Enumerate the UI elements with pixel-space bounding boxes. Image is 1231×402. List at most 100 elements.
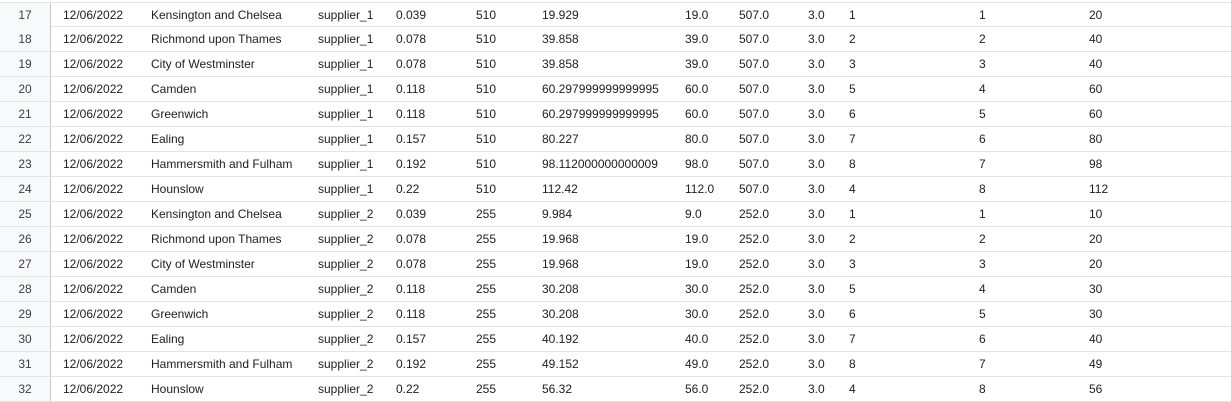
table-cell[interactable]: 39.858: [542, 32, 579, 46]
table-cell[interactable]: 19.929: [542, 8, 579, 22]
table-cell[interactable]: 1: [849, 8, 856, 22]
table-cell[interactable]: 49: [1089, 357, 1103, 371]
table-cell[interactable]: 30.0: [685, 282, 709, 296]
table-cell[interactable]: 12/06/2022: [63, 257, 124, 271]
table-cell[interactable]: Hammersmith and Fulham: [151, 157, 293, 171]
table-cell[interactable]: 12/06/2022: [63, 8, 124, 22]
table-cell[interactable]: 507.0: [739, 8, 770, 22]
table-row[interactable]: 28 12/06/2022 Camden supplier_2 0.118 255 30.2…: [0, 277, 1231, 302]
table-cell[interactable]: 56.0: [685, 382, 709, 396]
table-cell[interactable]: 3.0: [808, 8, 825, 22]
table-cell[interactable]: 30: [1089, 307, 1103, 321]
table-cell[interactable]: 19.968: [542, 257, 579, 271]
table-cell[interactable]: 12/06/2022: [63, 157, 124, 171]
table-cell[interactable]: supplier_1: [318, 107, 374, 121]
row-index[interactable]: 32: [0, 377, 51, 401]
table-cell[interactable]: 40: [1089, 57, 1103, 71]
row-index[interactable]: 28: [0, 277, 51, 301]
table-row[interactable]: 17 12/06/2022 Kensington and Chelsea suppli…: [0, 2, 1231, 27]
table-cell[interactable]: 19.0: [685, 257, 709, 271]
table-cell[interactable]: 112.42: [542, 182, 578, 196]
table-cell[interactable]: 1: [849, 207, 856, 221]
table-cell[interactable]: supplier_2: [318, 257, 374, 271]
table-cell[interactable]: 255: [476, 257, 497, 271]
table-cell[interactable]: 40: [1089, 332, 1103, 346]
table-cell[interactable]: supplier_2: [318, 232, 374, 246]
table-cell[interactable]: 252.0: [739, 207, 770, 221]
table-row[interactable]: 19 12/06/2022 City of Westminster supplier_…: [0, 52, 1231, 77]
table-cell[interactable]: 98.112000000000009: [542, 157, 658, 171]
table-cell[interactable]: 0.078: [396, 257, 427, 271]
table-cell[interactable]: 3.0: [808, 282, 825, 296]
table-cell[interactable]: 5: [979, 107, 986, 121]
table-cell[interactable]: 7: [979, 357, 986, 371]
table-cell[interactable]: 12/06/2022: [63, 32, 124, 46]
table-cell[interactable]: 3.0: [808, 57, 825, 71]
table-cell[interactable]: 40: [1089, 32, 1103, 46]
table-cell[interactable]: 12/06/2022: [63, 282, 124, 296]
table-cell[interactable]: 19.0: [685, 232, 709, 246]
table-cell[interactable]: 0.118: [396, 307, 426, 321]
table-cell[interactable]: 60: [1089, 82, 1103, 96]
table-cell[interactable]: 98.0: [685, 157, 709, 171]
table-cell[interactable]: 252.0: [739, 282, 770, 296]
table-cell[interactable]: 8: [979, 182, 986, 196]
table-cell[interactable]: 0.118: [396, 282, 426, 296]
table-cell[interactable]: 0.118: [396, 107, 426, 121]
table-cell[interactable]: 507.0: [739, 82, 770, 96]
table-cell[interactable]: 3.0: [808, 107, 825, 121]
table-cell[interactable]: 507.0: [739, 132, 770, 146]
table-cell[interactable]: 49.152: [542, 357, 579, 371]
table-cell[interactable]: 3.0: [808, 257, 825, 271]
table-cell[interactable]: 60.0: [685, 82, 709, 96]
table-cell[interactable]: 255: [476, 307, 497, 321]
table-cell[interactable]: 255: [476, 232, 497, 246]
table-cell[interactable]: Camden: [151, 282, 197, 296]
table-cell[interactable]: Hounslow: [151, 182, 204, 196]
table-cell[interactable]: 49.0: [685, 357, 709, 371]
table-cell[interactable]: 7: [849, 332, 856, 346]
table-cell[interactable]: 60.297999999999995: [542, 107, 659, 121]
table-cell[interactable]: supplier_2: [318, 307, 374, 321]
table-cell[interactable]: 0.157: [396, 132, 427, 146]
table-cell[interactable]: supplier_1: [318, 57, 374, 71]
table-cell[interactable]: 56.32: [542, 382, 573, 396]
table-cell[interactable]: 19.0: [685, 8, 709, 22]
table-cell[interactable]: 507.0: [739, 57, 770, 71]
table-cell[interactable]: Hounslow: [151, 382, 204, 396]
table-cell[interactable]: Greenwich: [151, 307, 209, 321]
table-cell[interactable]: 1: [979, 8, 986, 22]
table-cell[interactable]: City of Westminster: [151, 257, 255, 271]
row-index[interactable]: 26: [0, 227, 51, 251]
row-index[interactable]: 19: [0, 52, 51, 76]
table-cell[interactable]: 3.0: [808, 82, 825, 96]
table-cell[interactable]: 507.0: [739, 32, 770, 46]
table-row[interactable]: 27 12/06/2022 City of Westminster supplier_…: [0, 252, 1231, 277]
table-cell[interactable]: 12/06/2022: [63, 182, 124, 196]
table-cell[interactable]: Ealing: [151, 132, 185, 146]
table-cell[interactable]: 3.0: [808, 157, 825, 171]
table-cell[interactable]: 255: [476, 357, 497, 371]
table-cell[interactable]: 4: [979, 82, 986, 96]
table-row[interactable]: 32 12/06/2022 Hounslow supplier_2 0.22 255 56.…: [0, 377, 1231, 402]
row-index[interactable]: 22: [0, 127, 51, 151]
table-row[interactable]: 26 12/06/2022 Richmond upon Thames supplier…: [0, 227, 1231, 252]
table-cell[interactable]: 3.0: [808, 382, 825, 396]
table-row[interactable]: 18 12/06/2022 Richmond upon Thames supplier…: [0, 27, 1231, 52]
table-cell[interactable]: Richmond upon Thames: [151, 232, 282, 246]
table-cell[interactable]: 6: [849, 107, 856, 121]
row-index[interactable]: 24: [0, 177, 51, 201]
table-cell[interactable]: 19.968: [542, 232, 579, 246]
table-cell[interactable]: 4: [979, 282, 986, 296]
table-cell[interactable]: 3.0: [808, 182, 825, 196]
table-cell[interactable]: 30.208: [542, 282, 579, 296]
table-cell[interactable]: 12/06/2022: [63, 307, 124, 321]
table-cell[interactable]: 2: [979, 32, 986, 46]
table-cell[interactable]: 5: [849, 282, 856, 296]
table-cell[interactable]: 0.192: [396, 357, 427, 371]
table-cell[interactable]: 507.0: [739, 107, 770, 121]
table-cell[interactable]: 2: [849, 232, 856, 246]
table-cell[interactable]: 3.0: [808, 357, 825, 371]
table-cell[interactable]: Ealing: [151, 332, 185, 346]
table-cell[interactable]: 3: [849, 57, 856, 71]
